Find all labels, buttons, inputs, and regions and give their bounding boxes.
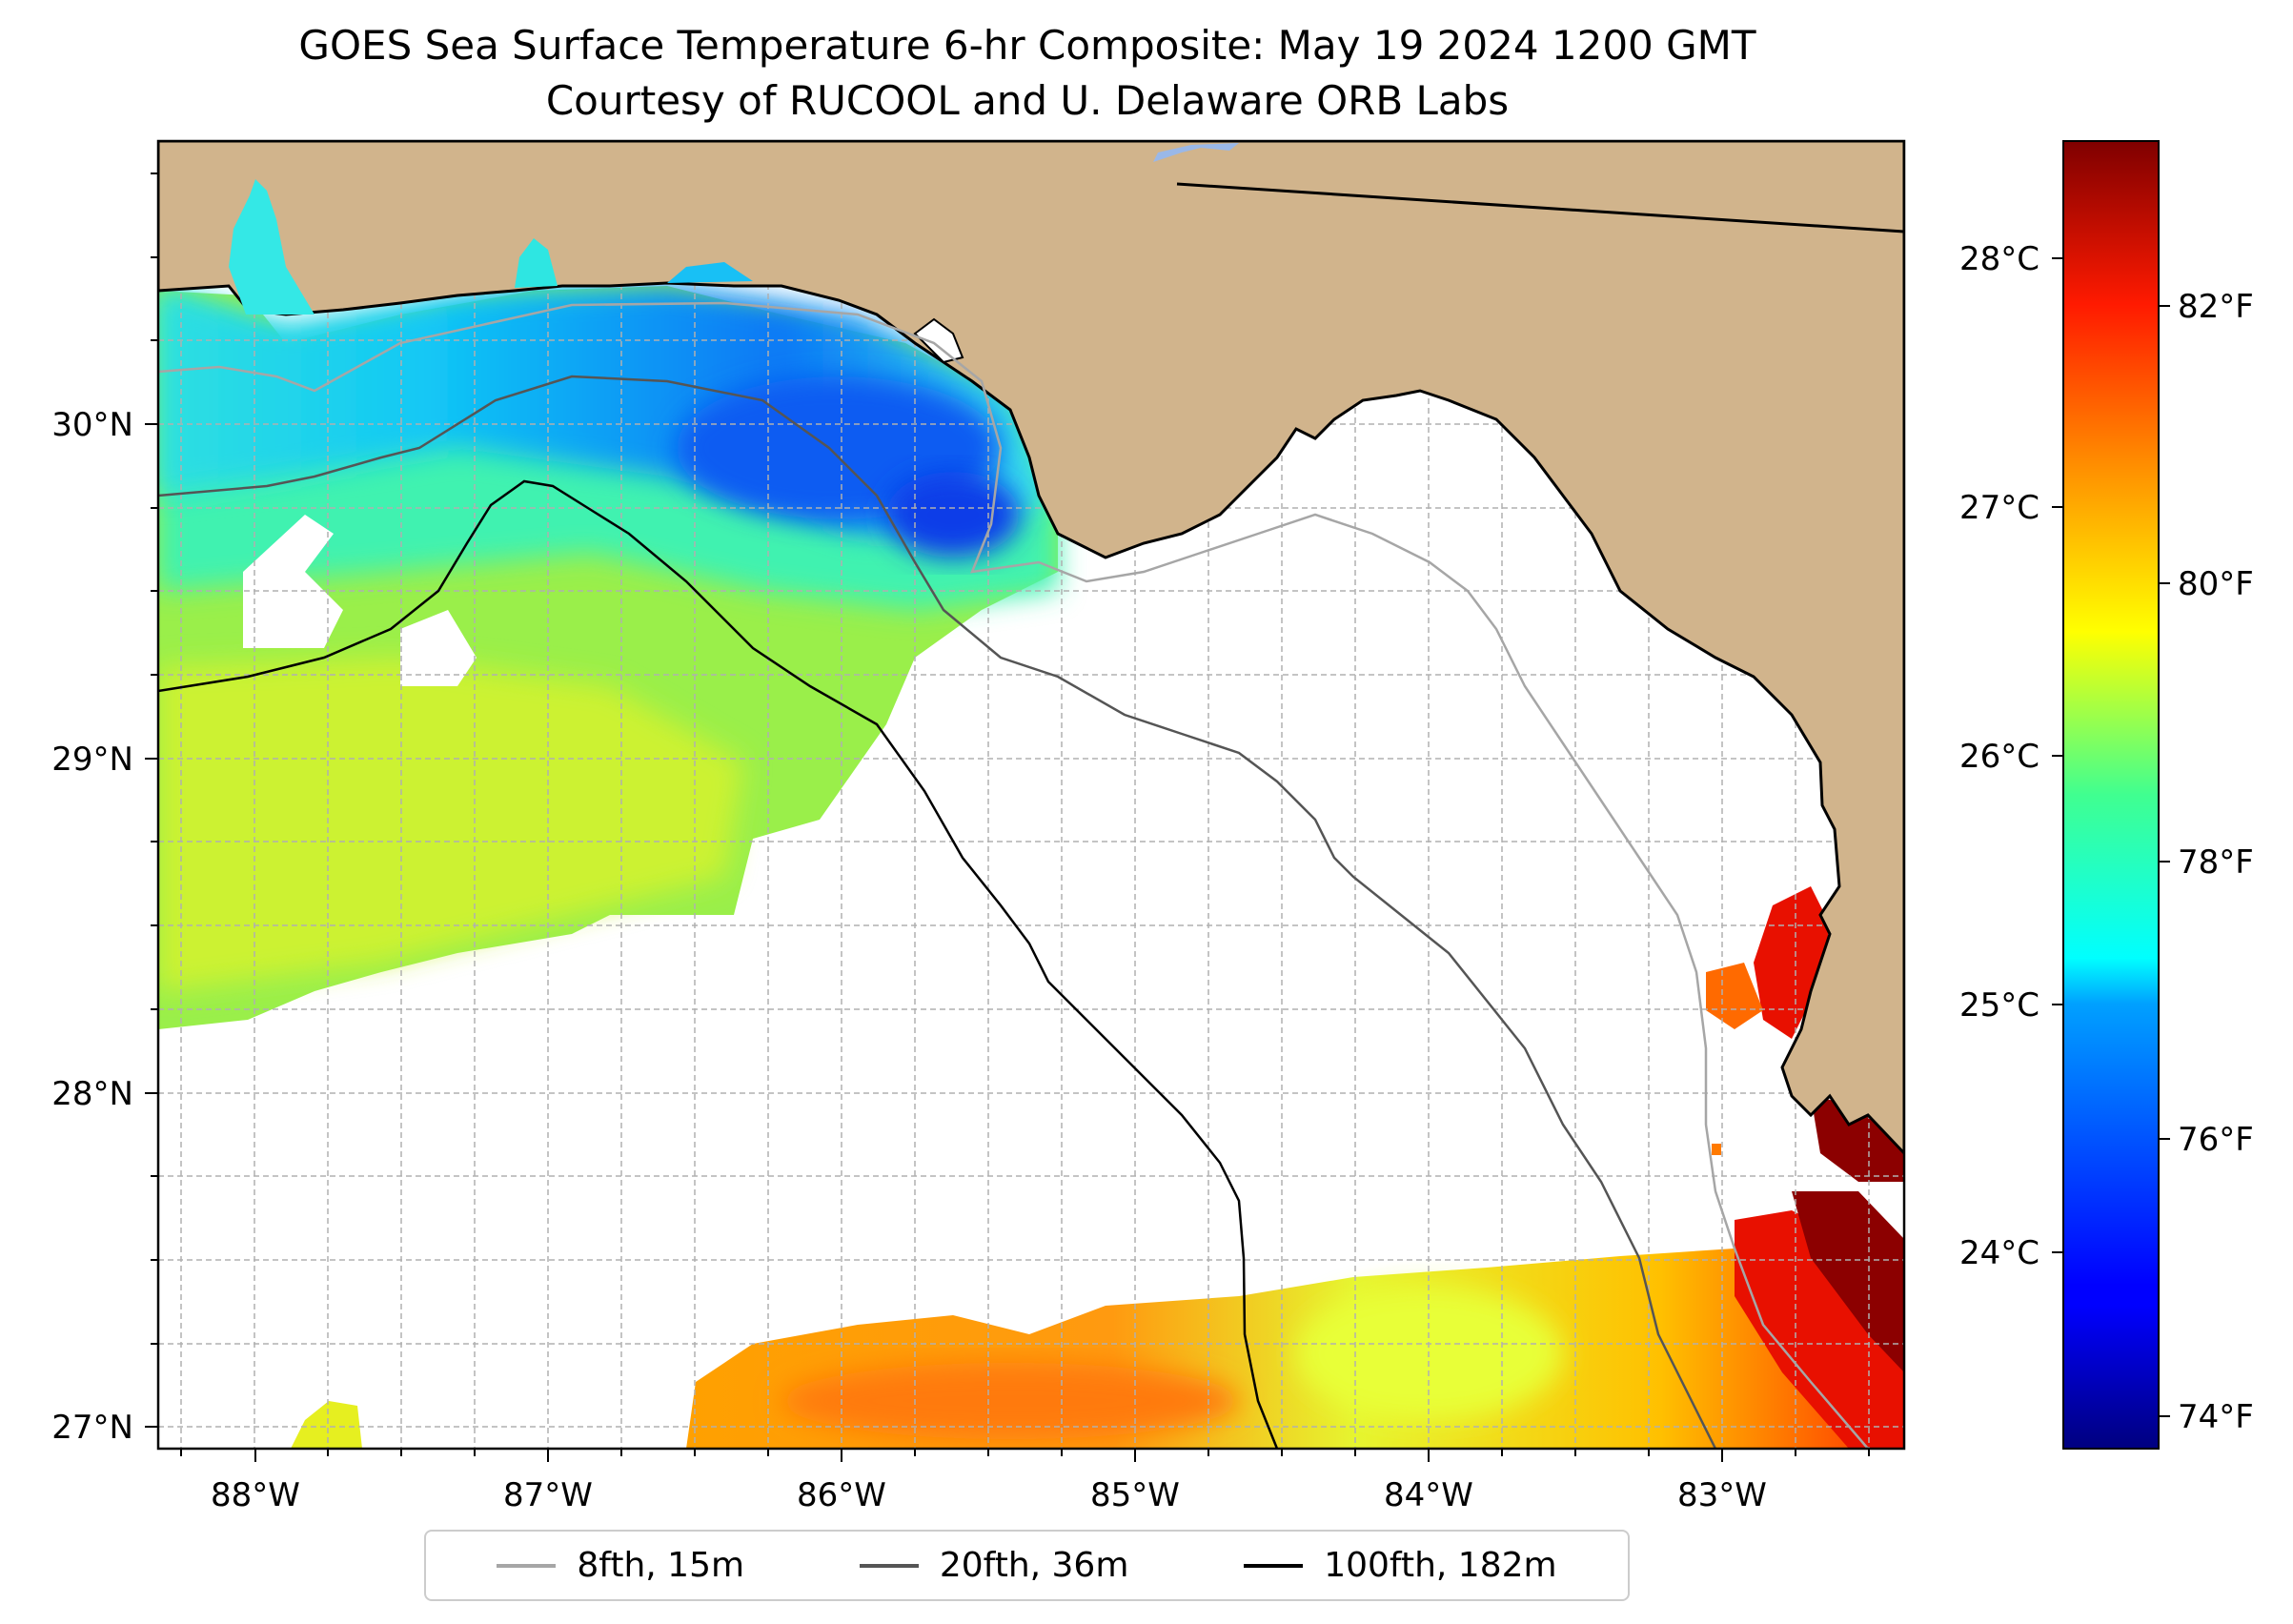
legend-swatch — [859, 1563, 919, 1568]
legend-swatch — [497, 1563, 557, 1568]
y-tick-label: 27°N — [51, 1409, 133, 1447]
colorbar-c-label: 26°C — [1959, 738, 2039, 776]
colorbar-c-label: 27°C — [1959, 489, 2039, 527]
y-ticks — [145, 173, 158, 1428]
sst-field — [158, 286, 1904, 1449]
colorbar-f-labels: 74°F 76°F 78°F 80°F 82°F — [2178, 288, 2254, 1436]
colorbar-f-label: 78°F — [2178, 843, 2254, 882]
legend-label: 20fth, 36m — [939, 1546, 1129, 1585]
colorbar-f-label: 74°F — [2178, 1398, 2254, 1436]
colorbar-f-label: 76°F — [2178, 1121, 2254, 1159]
x-tick-label: 86°W — [797, 1476, 886, 1514]
x-tick-label: 88°W — [211, 1476, 300, 1514]
isobaths — [158, 301, 1869, 1449]
colorbar-c-label: 24°C — [1959, 1234, 2039, 1272]
y-tick-label: 28°N — [51, 1075, 133, 1113]
colorbar-c-label: 25°C — [1959, 986, 2039, 1025]
x-tick-label: 87°W — [503, 1476, 593, 1514]
legend: 8fth, 15m 20fth, 36m 100fth, 182m — [424, 1530, 1630, 1601]
colorbar-ticks — [2052, 257, 2170, 1417]
y-tick-labels: 27°N 28°N 29°N 30°N — [51, 406, 133, 1447]
colorbar — [2062, 140, 2160, 1450]
map-area — [158, 141, 1904, 1449]
colorbar-f-label: 82°F — [2178, 288, 2254, 326]
legend-entry-100fth: 100fth, 182m — [1244, 1546, 1557, 1585]
legend-label: 100fth, 182m — [1324, 1546, 1557, 1585]
legend-swatch — [1244, 1563, 1304, 1568]
chart-title: GOES Sea Surface Temperature 6-hr Compos… — [298, 22, 1756, 69]
x-tick-label: 84°W — [1384, 1476, 1473, 1514]
colorbar-f-label: 80°F — [2178, 565, 2254, 603]
colorbar-c-label: 28°C — [1959, 240, 2039, 278]
colorbar-c-labels: 24°C 25°C 26°C 27°C 28°C — [1959, 240, 2039, 1272]
x-ticks — [180, 1449, 1870, 1462]
map-frame — [156, 139, 1906, 1451]
y-tick-label: 30°N — [51, 406, 133, 444]
x-tick-label: 83°W — [1677, 1476, 1767, 1514]
chart-subtitle: Courtesy of RUCOOL and U. Delaware ORB L… — [545, 77, 1510, 124]
y-tick-label: 29°N — [51, 741, 133, 779]
land — [158, 141, 1904, 1156]
x-tick-labels: 88°W 87°W 86°W 85°W 84°W 83°W — [211, 1476, 1767, 1514]
legend-entry-20fth: 20fth, 36m — [859, 1546, 1129, 1585]
legend-label: 8fth, 15m — [577, 1546, 745, 1585]
legend-entry-8fth: 8fth, 15m — [497, 1546, 744, 1585]
x-tick-label: 85°W — [1090, 1476, 1180, 1514]
